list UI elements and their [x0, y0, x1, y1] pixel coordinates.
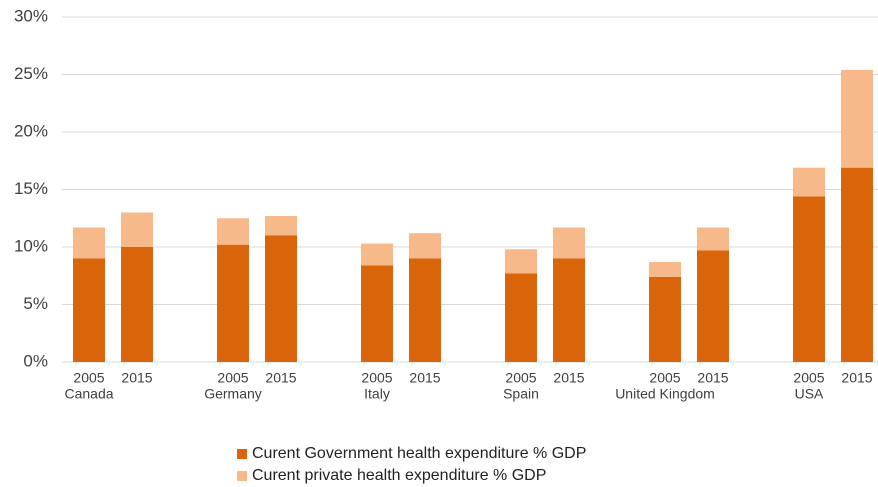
bar-segment	[265, 215, 297, 236]
bar-segment	[697, 227, 729, 251]
x-tick-label: 2005	[505, 370, 536, 386]
bar-segment	[649, 261, 681, 277]
group-label: Italy	[364, 386, 390, 402]
bar-segment	[697, 250, 729, 362]
bar-segment	[73, 227, 105, 259]
bar-segment	[505, 249, 537, 274]
y-tick-label: 20%	[14, 121, 48, 140]
bar-segment	[121, 212, 153, 247]
legend-label: Curent private health expenditure % GDP	[252, 467, 546, 484]
y-tick-label: 30%	[14, 6, 48, 25]
bar-segment	[265, 235, 297, 362]
x-tick-label: 2015	[121, 370, 152, 386]
x-tick-label: 2015	[697, 370, 728, 386]
y-tick-label: 25%	[14, 64, 48, 83]
group-label: Canada	[64, 386, 113, 402]
bar-segment	[841, 167, 873, 362]
legend-swatch	[237, 449, 247, 459]
y-tick-label: 10%	[14, 236, 48, 255]
bar-segment	[409, 233, 441, 259]
bar-segment	[361, 243, 393, 266]
y-tick-label: 5%	[23, 294, 48, 313]
x-tick-label: 2005	[73, 370, 104, 386]
group-label: United Kingdom	[615, 386, 715, 402]
group-label: Germany	[204, 386, 262, 402]
bar-segment	[361, 265, 393, 362]
bar-segment	[73, 258, 105, 362]
x-tick-label: 2005	[361, 370, 392, 386]
x-tick-label: 2005	[649, 370, 680, 386]
bar-segment	[793, 167, 825, 197]
x-tick-label: 2005	[793, 370, 824, 386]
x-tick-label: 2005	[217, 370, 248, 386]
bar-segment	[553, 227, 585, 259]
bar-segment	[121, 247, 153, 362]
group-label: Spain	[503, 386, 539, 402]
bar-segment	[409, 258, 441, 362]
x-tick-label: 2015	[265, 370, 296, 386]
bar-segment	[841, 69, 873, 168]
bar-segment	[649, 276, 681, 362]
y-tick-label: 0%	[23, 351, 48, 370]
y-tick-label: 15%	[14, 179, 48, 198]
group-label: USA	[795, 386, 824, 402]
x-tick-label: 2015	[409, 370, 440, 386]
bar-segment	[553, 258, 585, 362]
x-tick-label: 2015	[841, 370, 872, 386]
bar-segment	[793, 196, 825, 362]
legend-swatch	[237, 471, 247, 481]
bar-segment	[505, 273, 537, 362]
bar-segment	[217, 244, 249, 362]
legend-label: Curent Government health expenditure % G…	[252, 445, 586, 462]
x-tick-label: 2015	[553, 370, 584, 386]
bar-segment	[217, 218, 249, 245]
